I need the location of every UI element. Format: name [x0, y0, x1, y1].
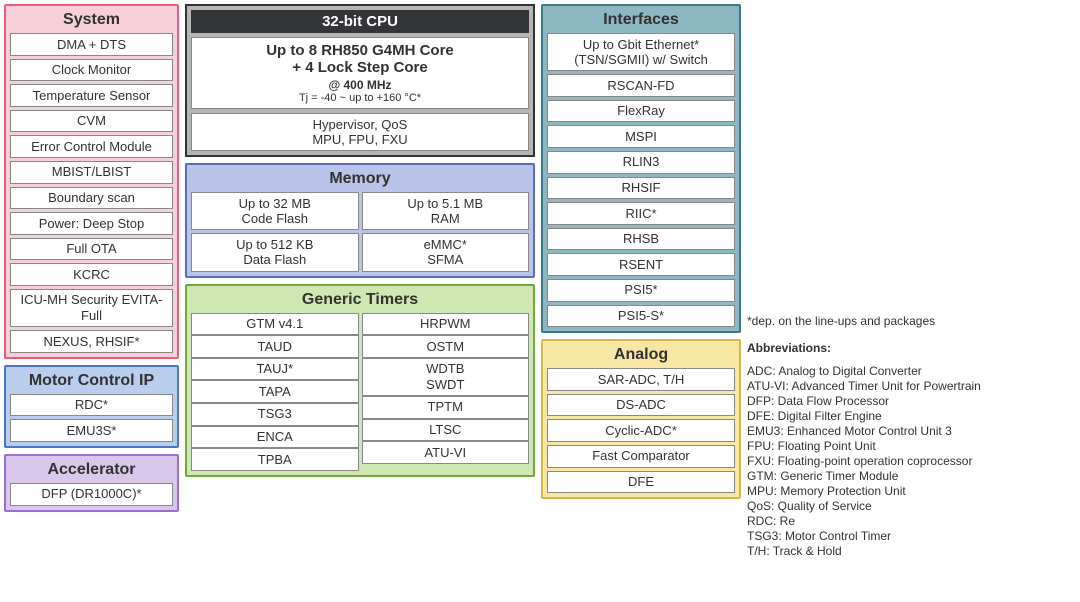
memory-block: Memory Up to 32 MBCode FlashUp to 5.1 MB… — [185, 163, 535, 277]
motor-title: Motor Control IP — [10, 371, 173, 394]
list-item: Power: Deep Stop — [10, 212, 173, 235]
list-item: WDTBSWDT — [362, 358, 530, 396]
list-item: RHSB — [547, 228, 735, 251]
list-item: Up to 5.1 MBRAM — [362, 192, 530, 230]
analog-items: SAR-ADC, T/H DS-ADCCyclic-ADC* Fast Compar… — [547, 368, 735, 493]
list-item: OSTM — [362, 335, 530, 358]
cpu-core-l4: Tj = -40 ~ up to +160 °C* — [194, 92, 526, 104]
memory-title: Memory — [191, 169, 529, 192]
list-item: DFE — [547, 471, 735, 494]
timers-right: HRPWMOSTMWDTBSWDTTPTMLTSCATU-VI — [362, 313, 530, 471]
list-item: TAUD — [191, 335, 359, 358]
cpu-core-l2: + 4 Lock Step Core — [194, 59, 526, 76]
list-item: Full OTA — [10, 238, 173, 261]
col-left: System DMA + DTS Clock MonitorTemperature… — [4, 4, 179, 559]
cpu-sub: Hypervisor, QoS MPU, FPU, FXU — [191, 113, 529, 151]
timers-title: Generic Timers — [191, 290, 529, 313]
list-item: RHSIF — [547, 177, 735, 200]
memory-grid: Up to 32 MBCode FlashUp to 5.1 MBRAMUp t… — [191, 192, 529, 271]
cpu-sub-a: Hypervisor, QoS — [194, 117, 526, 133]
list-item: DFP (DR1000C)* — [10, 483, 173, 506]
diagram-root: System DMA + DTS Clock MonitorTemperature… — [4, 4, 1076, 559]
col-notes: *dep. on the line-ups and packages Abbre… — [747, 4, 1076, 559]
timers-block: Generic Timers GTM v4.1TAUDTAUJ*TAPATSG3… — [185, 284, 535, 477]
accel-block: Accelerator DFP (DR1000C)* — [4, 454, 179, 512]
list-item: Clock Monitor — [10, 59, 173, 82]
list-item: TSG3 — [191, 403, 359, 426]
list-item: HRPWM — [362, 313, 530, 336]
list-item: TAPA — [191, 380, 359, 403]
list-item: Up to 32 MBCode Flash — [191, 192, 359, 230]
accel-items: DFP (DR1000C)* — [10, 483, 173, 506]
system-block: System DMA + DTS Clock MonitorTemperature… — [4, 4, 179, 359]
abbr-title: Abbreviations: — [747, 341, 1076, 356]
list-item: RIIC* — [547, 202, 735, 225]
list-item: ATU-VI — [362, 441, 530, 464]
list-item: EMU3S* — [10, 419, 173, 442]
list-item: Boundary scan — [10, 187, 173, 210]
cpu-core: Up to 8 RH850 G4MH Core + 4 Lock Step Co… — [191, 37, 529, 109]
col-center: 32-bit CPU Up to 8 RH850 G4MH Core + 4 L… — [185, 4, 535, 559]
list-item: KCRC — [10, 263, 173, 286]
list-item: Up to 512 KBData Flash — [191, 233, 359, 271]
list-item: Error Control Module — [10, 135, 173, 158]
analog-block: Analog SAR-ADC, T/H DS-ADCCyclic-ADC* Fast… — [541, 339, 741, 499]
list-item: RSCAN-FD — [547, 74, 735, 97]
list-item: LTSC — [362, 419, 530, 442]
cpu-head: 32-bit CPU — [191, 10, 529, 33]
list-item: ENCA — [191, 426, 359, 449]
analog-title: Analog — [547, 345, 735, 368]
list-item: TPTM — [362, 396, 530, 419]
system-items: DMA + DTS Clock MonitorTemperature Sensor… — [10, 33, 173, 353]
list-item: MSPI — [547, 125, 735, 148]
system-title: System — [10, 10, 173, 33]
list-item: RSENT — [547, 253, 735, 276]
notes-dep: *dep. on the line-ups and packages — [747, 314, 1076, 329]
accel-title: Accelerator — [10, 460, 173, 483]
cpu-core-l1: Up to 8 RH850 G4MH Core — [194, 42, 526, 59]
list-item: DMA + DTS — [10, 33, 173, 56]
motor-items: RDC*EMU3S* — [10, 394, 173, 442]
col-right: Interfaces Up to Gbit Ethernet*(TSN/SGMI… — [541, 4, 741, 559]
ifaces-title: Interfaces — [547, 10, 735, 33]
list-item: TPBA — [191, 448, 359, 471]
list-item: FlexRay — [547, 100, 735, 123]
list-item: DS-ADC — [547, 394, 735, 417]
list-item: PSI5-S* — [547, 305, 735, 328]
list-item: eMMC*SFMA — [362, 233, 530, 271]
list-item: TAUJ* — [191, 358, 359, 381]
list-item: NEXUS, RHSIF* — [10, 330, 173, 353]
timers-grid: GTM v4.1TAUDTAUJ*TAPATSG3ENCATPBA HRPWMO… — [191, 313, 529, 471]
list-item: ICU-MH Security EVITA-Full — [10, 289, 173, 327]
list-item: Up to Gbit Ethernet*(TSN/SGMII) w/ Switc… — [547, 33, 735, 71]
cpu-core-l3: @ 400 MHz — [194, 78, 526, 92]
list-item: SAR-ADC, T/H — [547, 368, 735, 391]
list-item: CVM — [10, 110, 173, 133]
list-item: MBIST/LBIST — [10, 161, 173, 184]
timers-left: GTM v4.1TAUDTAUJ*TAPATSG3ENCATPBA — [191, 313, 359, 471]
abbr-list: ADC: Analog to Digital ConverterATU-VI: … — [747, 364, 1076, 559]
list-item: RLIN3 — [547, 151, 735, 174]
list-item: PSI5* — [547, 279, 735, 302]
list-item: Temperature Sensor — [10, 84, 173, 107]
ifaces-items: Up to Gbit Ethernet*(TSN/SGMII) w/ Switc… — [547, 33, 735, 327]
list-item: Cyclic-ADC* — [547, 419, 735, 442]
cpu-block: 32-bit CPU Up to 8 RH850 G4MH Core + 4 L… — [185, 4, 535, 157]
list-item: RDC* — [10, 394, 173, 417]
motor-block: Motor Control IP RDC*EMU3S* — [4, 365, 179, 448]
list-item: Fast Comparator — [547, 445, 735, 468]
ifaces-block: Interfaces Up to Gbit Ethernet*(TSN/SGMI… — [541, 4, 741, 333]
cpu-sub-b: MPU, FPU, FXU — [194, 132, 526, 148]
list-item: GTM v4.1 — [191, 313, 359, 336]
